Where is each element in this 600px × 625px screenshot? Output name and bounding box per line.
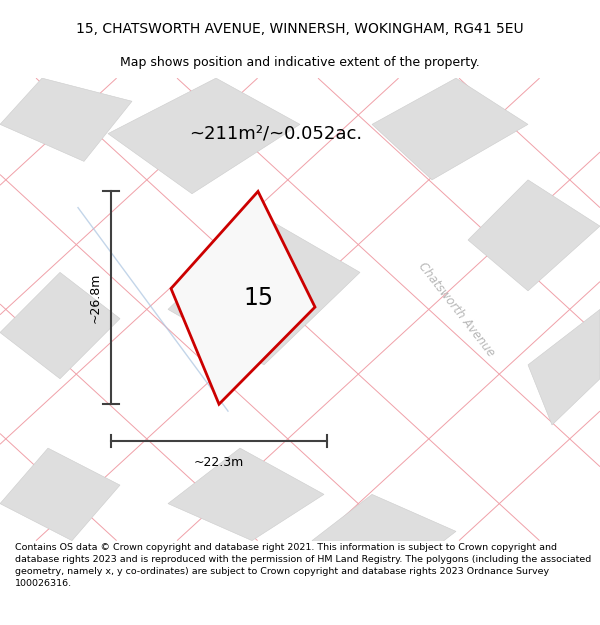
Text: ~22.3m: ~22.3m — [194, 456, 244, 469]
Polygon shape — [0, 272, 120, 379]
Text: ~26.8m: ~26.8m — [88, 272, 101, 323]
Polygon shape — [372, 78, 528, 180]
Polygon shape — [468, 180, 600, 291]
Polygon shape — [171, 191, 315, 404]
Polygon shape — [0, 448, 120, 541]
Polygon shape — [312, 494, 456, 578]
Text: Map shows position and indicative extent of the property.: Map shows position and indicative extent… — [120, 56, 480, 69]
Polygon shape — [0, 78, 132, 161]
Text: 15: 15 — [244, 286, 274, 310]
Polygon shape — [528, 309, 600, 425]
Text: Contains OS data © Crown copyright and database right 2021. This information is : Contains OS data © Crown copyright and d… — [15, 543, 591, 588]
Text: ~211m²/~0.052ac.: ~211m²/~0.052ac. — [190, 124, 362, 142]
Polygon shape — [168, 217, 360, 365]
Text: Chatsworth Avenue: Chatsworth Avenue — [415, 260, 497, 359]
Polygon shape — [168, 448, 324, 541]
Polygon shape — [108, 78, 300, 194]
Text: 15, CHATSWORTH AVENUE, WINNERSH, WOKINGHAM, RG41 5EU: 15, CHATSWORTH AVENUE, WINNERSH, WOKINGH… — [76, 22, 524, 36]
